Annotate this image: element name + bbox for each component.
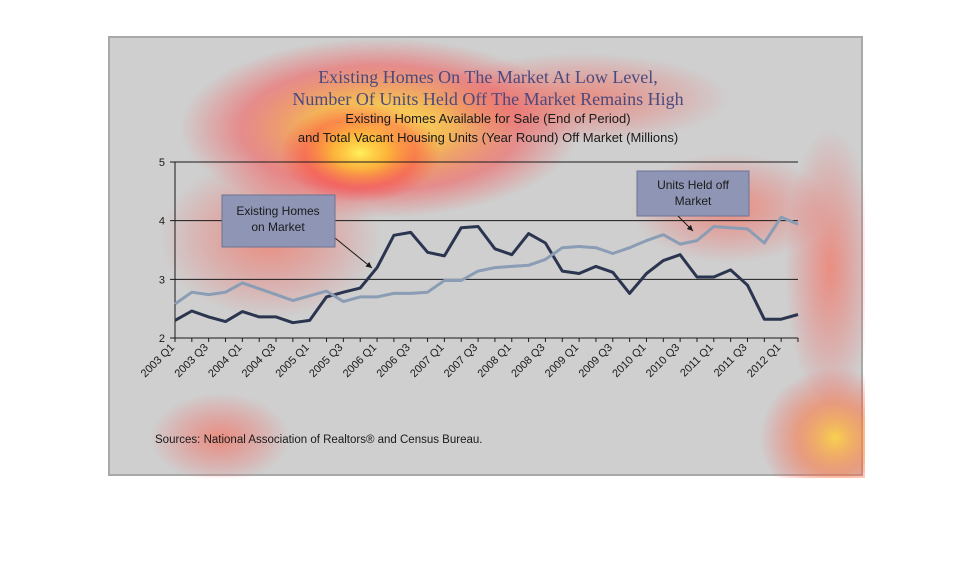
callout-left-line2: on Market <box>251 220 305 234</box>
chart-title-line1: Existing Homes On The Market At Low Leve… <box>318 67 658 87</box>
x-tick-label: 2009 Q3 <box>577 342 615 380</box>
x-tick-label: 2010 Q3 <box>644 342 682 380</box>
x-tick-label: 2010 Q1 <box>610 342 648 380</box>
x-tick-label: 2004 Q1 <box>206 342 244 380</box>
x-tick-label: 2008 Q1 <box>476 342 514 380</box>
callout-right-line1: Units Held off <box>657 178 729 192</box>
x-tick-label: 2003 Q1 <box>139 342 177 380</box>
x-tick-label: 2009 Q1 <box>543 342 581 380</box>
x-tick-label: 2012 Q1 <box>745 342 783 380</box>
x-tick-label: 2008 Q3 <box>509 342 547 380</box>
x-tick-label: 2006 Q3 <box>375 342 413 380</box>
callout-left-line1: Existing Homes <box>236 204 319 218</box>
x-tick-label: 2011 Q3 <box>712 342 750 380</box>
line-chart: Existing Homes On The Market At Low Leve… <box>139 38 865 478</box>
chart-subtitle-line2: and Total Vacant Housing Units (Year Rou… <box>298 130 678 145</box>
callout-box-right <box>636 170 750 217</box>
chart-frame: Existing Homes On The Market At Low Leve… <box>108 36 865 478</box>
callout-units-held: Units Held off Market <box>636 170 750 232</box>
x-tick-label: 2007 Q3 <box>442 342 480 380</box>
x-tick-label: 2004 Q3 <box>240 342 278 380</box>
y-tick-label: 5 <box>159 157 165 169</box>
x-tick-label: 2003 Q3 <box>172 342 210 380</box>
series-line-existing-homes <box>174 225 799 325</box>
chart-subtitle-line1: Existing Homes Available for Sale (End o… <box>345 111 630 126</box>
series-line-units-held-off <box>174 215 799 306</box>
x-tick-label: 2006 Q1 <box>341 342 379 380</box>
x-tick-label: 2005 Q1 <box>273 342 311 380</box>
x-tick-label: 2005 Q3 <box>307 342 345 380</box>
series-lines <box>174 215 799 325</box>
chart-title-line2: Number Of Units Held Off The Market Rema… <box>292 89 683 109</box>
callout-arrow-right-pointer <box>677 215 694 232</box>
chart-source: Sources: National Association of Realtor… <box>155 434 482 446</box>
y-tick-label: 2 <box>159 333 165 345</box>
callout-arrow-left <box>334 237 373 269</box>
y-axis: 2 3 4 5 <box>159 157 176 345</box>
y-tick-label: 4 <box>159 216 165 228</box>
x-tick-label: 2007 Q1 <box>408 342 446 380</box>
y-tick-label: 3 <box>159 274 165 286</box>
x-tick-label: 2011 Q1 <box>678 342 716 380</box>
callout-box-left <box>221 194 336 248</box>
callout-right-line2: Market <box>675 194 712 208</box>
callout-existing-homes: Existing Homes on Market <box>221 194 373 269</box>
